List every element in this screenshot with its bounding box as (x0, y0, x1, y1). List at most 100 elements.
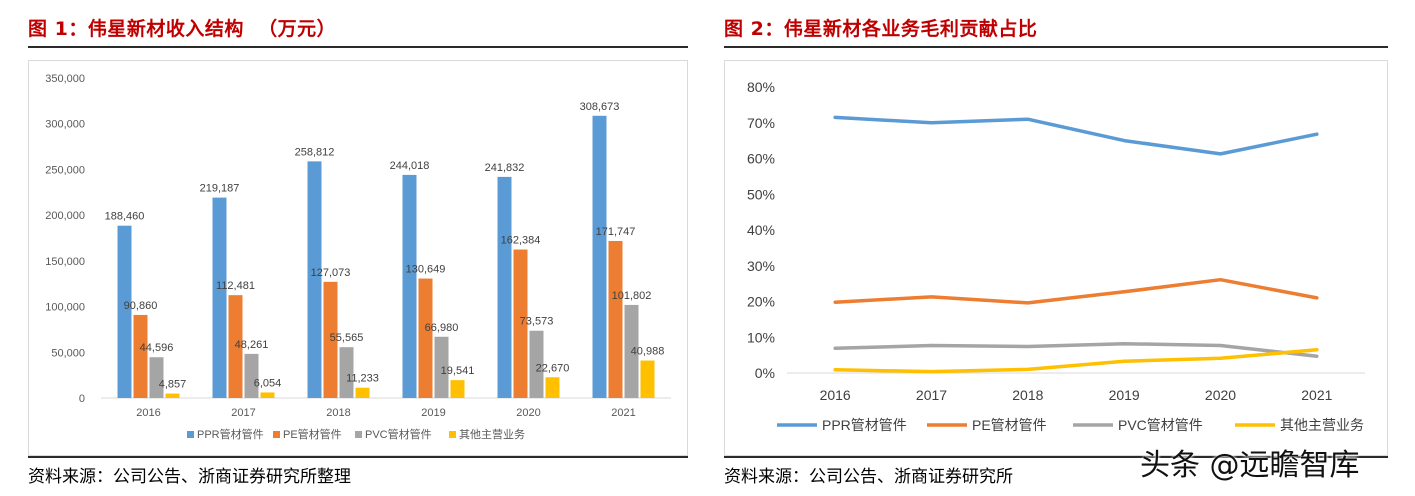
legend-label: PVC管材管件 (1118, 417, 1203, 433)
bar (608, 240, 623, 398)
legend-swatch (355, 431, 362, 438)
series-line (833, 341, 1319, 358)
x-tick-label: 2020 (1205, 387, 1236, 403)
x-tick-label: 2021 (611, 407, 635, 419)
data-label: 6,054 (254, 377, 282, 389)
y-tick-label: 100,000 (45, 302, 85, 314)
figure-2-top-rule (724, 46, 1388, 48)
data-label: 22,670 (536, 362, 570, 374)
bar (513, 249, 528, 398)
x-tick-label: 2016 (136, 407, 160, 419)
x-tick-label: 2019 (421, 407, 445, 419)
series-line (833, 348, 1319, 374)
figure-2-panel: 图 2：伟星新材各业务毛利贡献占比 0% 10% 20% 30% 40% 50% 60% 70… (724, 0, 1388, 496)
revenue-bar-chart: 0 50,000 100,000 150,000 200,000 250,000 300,0… (45, 73, 671, 441)
figure-1-panel: 图 1：伟星新材收入结构 （万元） 0 50,000 100,000 150,000 2… (28, 0, 688, 496)
y-tick-label: 60% (747, 151, 775, 167)
figure-1-source: 资料来源：公司公告、浙商证券研究所整理 (28, 467, 351, 487)
data-label: 66,980 (425, 322, 459, 334)
x-tick-label: 2019 (1109, 387, 1140, 403)
x-tick-label: 2018 (1012, 387, 1043, 403)
data-label: 241,832 (485, 162, 525, 174)
data-label: 40,988 (631, 346, 665, 358)
legend-label: PVC管材管件 (365, 427, 432, 441)
bar (244, 353, 259, 398)
data-label: 130,649 (406, 264, 446, 276)
y-tick-label: 40% (747, 222, 775, 238)
data-label: 55,565 (330, 332, 364, 344)
bar (418, 278, 433, 398)
figure-1-title: 图 1：伟星新材收入结构 （万元） (28, 18, 337, 40)
watermark: 头条 @远瞻智库 (1140, 448, 1360, 483)
bar (450, 380, 465, 398)
legend-label: PE管材管件 (283, 427, 342, 441)
y-tick-label: 0 (79, 393, 85, 405)
data-label: 219,187 (200, 183, 240, 195)
bar (307, 161, 322, 398)
data-label: 112,481 (216, 280, 255, 292)
data-label: 127,073 (311, 267, 351, 279)
legend-swatch (449, 431, 456, 438)
y-tick-label: 300,000 (45, 119, 85, 131)
bar (434, 336, 449, 398)
legend-label: 其他主营业务 (1280, 417, 1364, 433)
series-line (833, 277, 1319, 305)
x-tick-label: 2017 (916, 387, 947, 403)
bar (402, 174, 417, 398)
y-tick-label: 50% (747, 186, 775, 202)
legend-label: PPR管材管件 (822, 417, 907, 433)
bar (592, 115, 607, 399)
figure-1-bottom-rule (28, 456, 688, 458)
data-label: 308,673 (580, 101, 620, 113)
x-tick-label: 2016 (820, 387, 851, 403)
bar (117, 225, 132, 398)
figure-1-top-rule (28, 46, 688, 48)
figure-1-plot-area: 0 50,000 100,000 150,000 200,000 250,000 300,0… (28, 60, 688, 456)
bar (149, 357, 164, 398)
bar (323, 281, 338, 398)
figure-2-title: 图 2：伟星新材各业务毛利贡献占比 (724, 18, 1038, 40)
figure-2-plot-area: 0% 10% 20% 30% 40% 50% 60% 70% 80% 2016 2017 2018 20… (724, 60, 1388, 456)
bar (165, 393, 180, 398)
legend-label: 其他主营业务 (459, 427, 525, 441)
bar (355, 387, 370, 398)
y-tick-label: 50,000 (51, 347, 85, 359)
data-label: 73,573 (520, 316, 554, 328)
legend-swatch (187, 431, 194, 438)
data-label: 90,860 (124, 300, 158, 312)
figure-2-bottom-rule (724, 456, 1388, 458)
bar (529, 330, 544, 398)
data-label: 258,812 (295, 146, 335, 158)
y-tick-label: 250,000 (45, 164, 85, 176)
data-label: 171,747 (596, 226, 636, 238)
x-tick-label: 2017 (231, 407, 255, 419)
y-tick-label: 30% (747, 258, 775, 274)
bar (212, 197, 227, 398)
bar (545, 377, 560, 398)
y-tick-label: 20% (747, 294, 775, 310)
x-tick-label: 2018 (326, 407, 350, 419)
data-label: 188,460 (105, 211, 145, 223)
y-tick-label: 0% (755, 365, 775, 381)
y-tick-label: 80% (747, 79, 775, 95)
data-label: 244,018 (390, 160, 430, 172)
y-tick-label: 10% (747, 329, 775, 345)
bar (339, 347, 354, 398)
data-label: 44,596 (140, 342, 174, 354)
y-tick-label: 70% (747, 115, 775, 131)
figure-2-source: 资料来源：公司公告、浙商证券研究所 (724, 467, 1013, 487)
legend-label: PE管材管件 (972, 417, 1047, 433)
bar (260, 392, 275, 398)
bar (133, 314, 148, 398)
bar (228, 295, 243, 398)
bar (624, 304, 639, 398)
data-label: 4,857 (159, 379, 187, 391)
x-tick-label: 2020 (516, 407, 540, 419)
legend-swatch (273, 431, 280, 438)
y-tick-label: 350,000 (45, 73, 85, 85)
data-label: 19,541 (441, 365, 475, 377)
data-label: 101,802 (612, 290, 652, 302)
y-tick-label: 200,000 (45, 210, 85, 222)
data-label: 48,261 (235, 339, 269, 351)
bar (640, 360, 655, 398)
